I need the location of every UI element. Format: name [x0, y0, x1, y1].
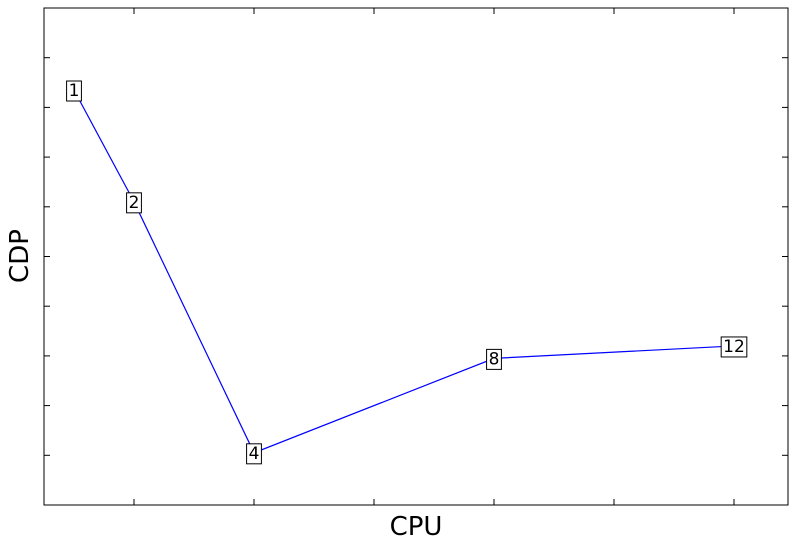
y-axis-label: CDP	[5, 229, 35, 283]
data-label: 1	[69, 81, 80, 101]
axis-ticks	[44, 8, 788, 505]
x-axis-label: CPU	[390, 512, 443, 542]
data-label: 4	[249, 444, 260, 464]
plot-frame	[43, 7, 789, 506]
point-label-8: 8	[486, 348, 502, 370]
data-label-box	[66, 80, 82, 102]
point-label-1: 1	[66, 80, 82, 102]
data-label-box	[720, 336, 748, 358]
data-label-box	[486, 348, 502, 370]
series-line-cdp	[73, 89, 735, 454]
point-label-12: 12	[720, 336, 748, 358]
point-label-4: 4	[246, 443, 262, 465]
data-label: 12	[723, 337, 745, 357]
data-label-box	[246, 443, 262, 465]
data-label-box	[126, 192, 142, 214]
point-label-2: 2	[126, 192, 142, 214]
data-label: 2	[129, 193, 140, 213]
data-label: 8	[489, 349, 500, 369]
